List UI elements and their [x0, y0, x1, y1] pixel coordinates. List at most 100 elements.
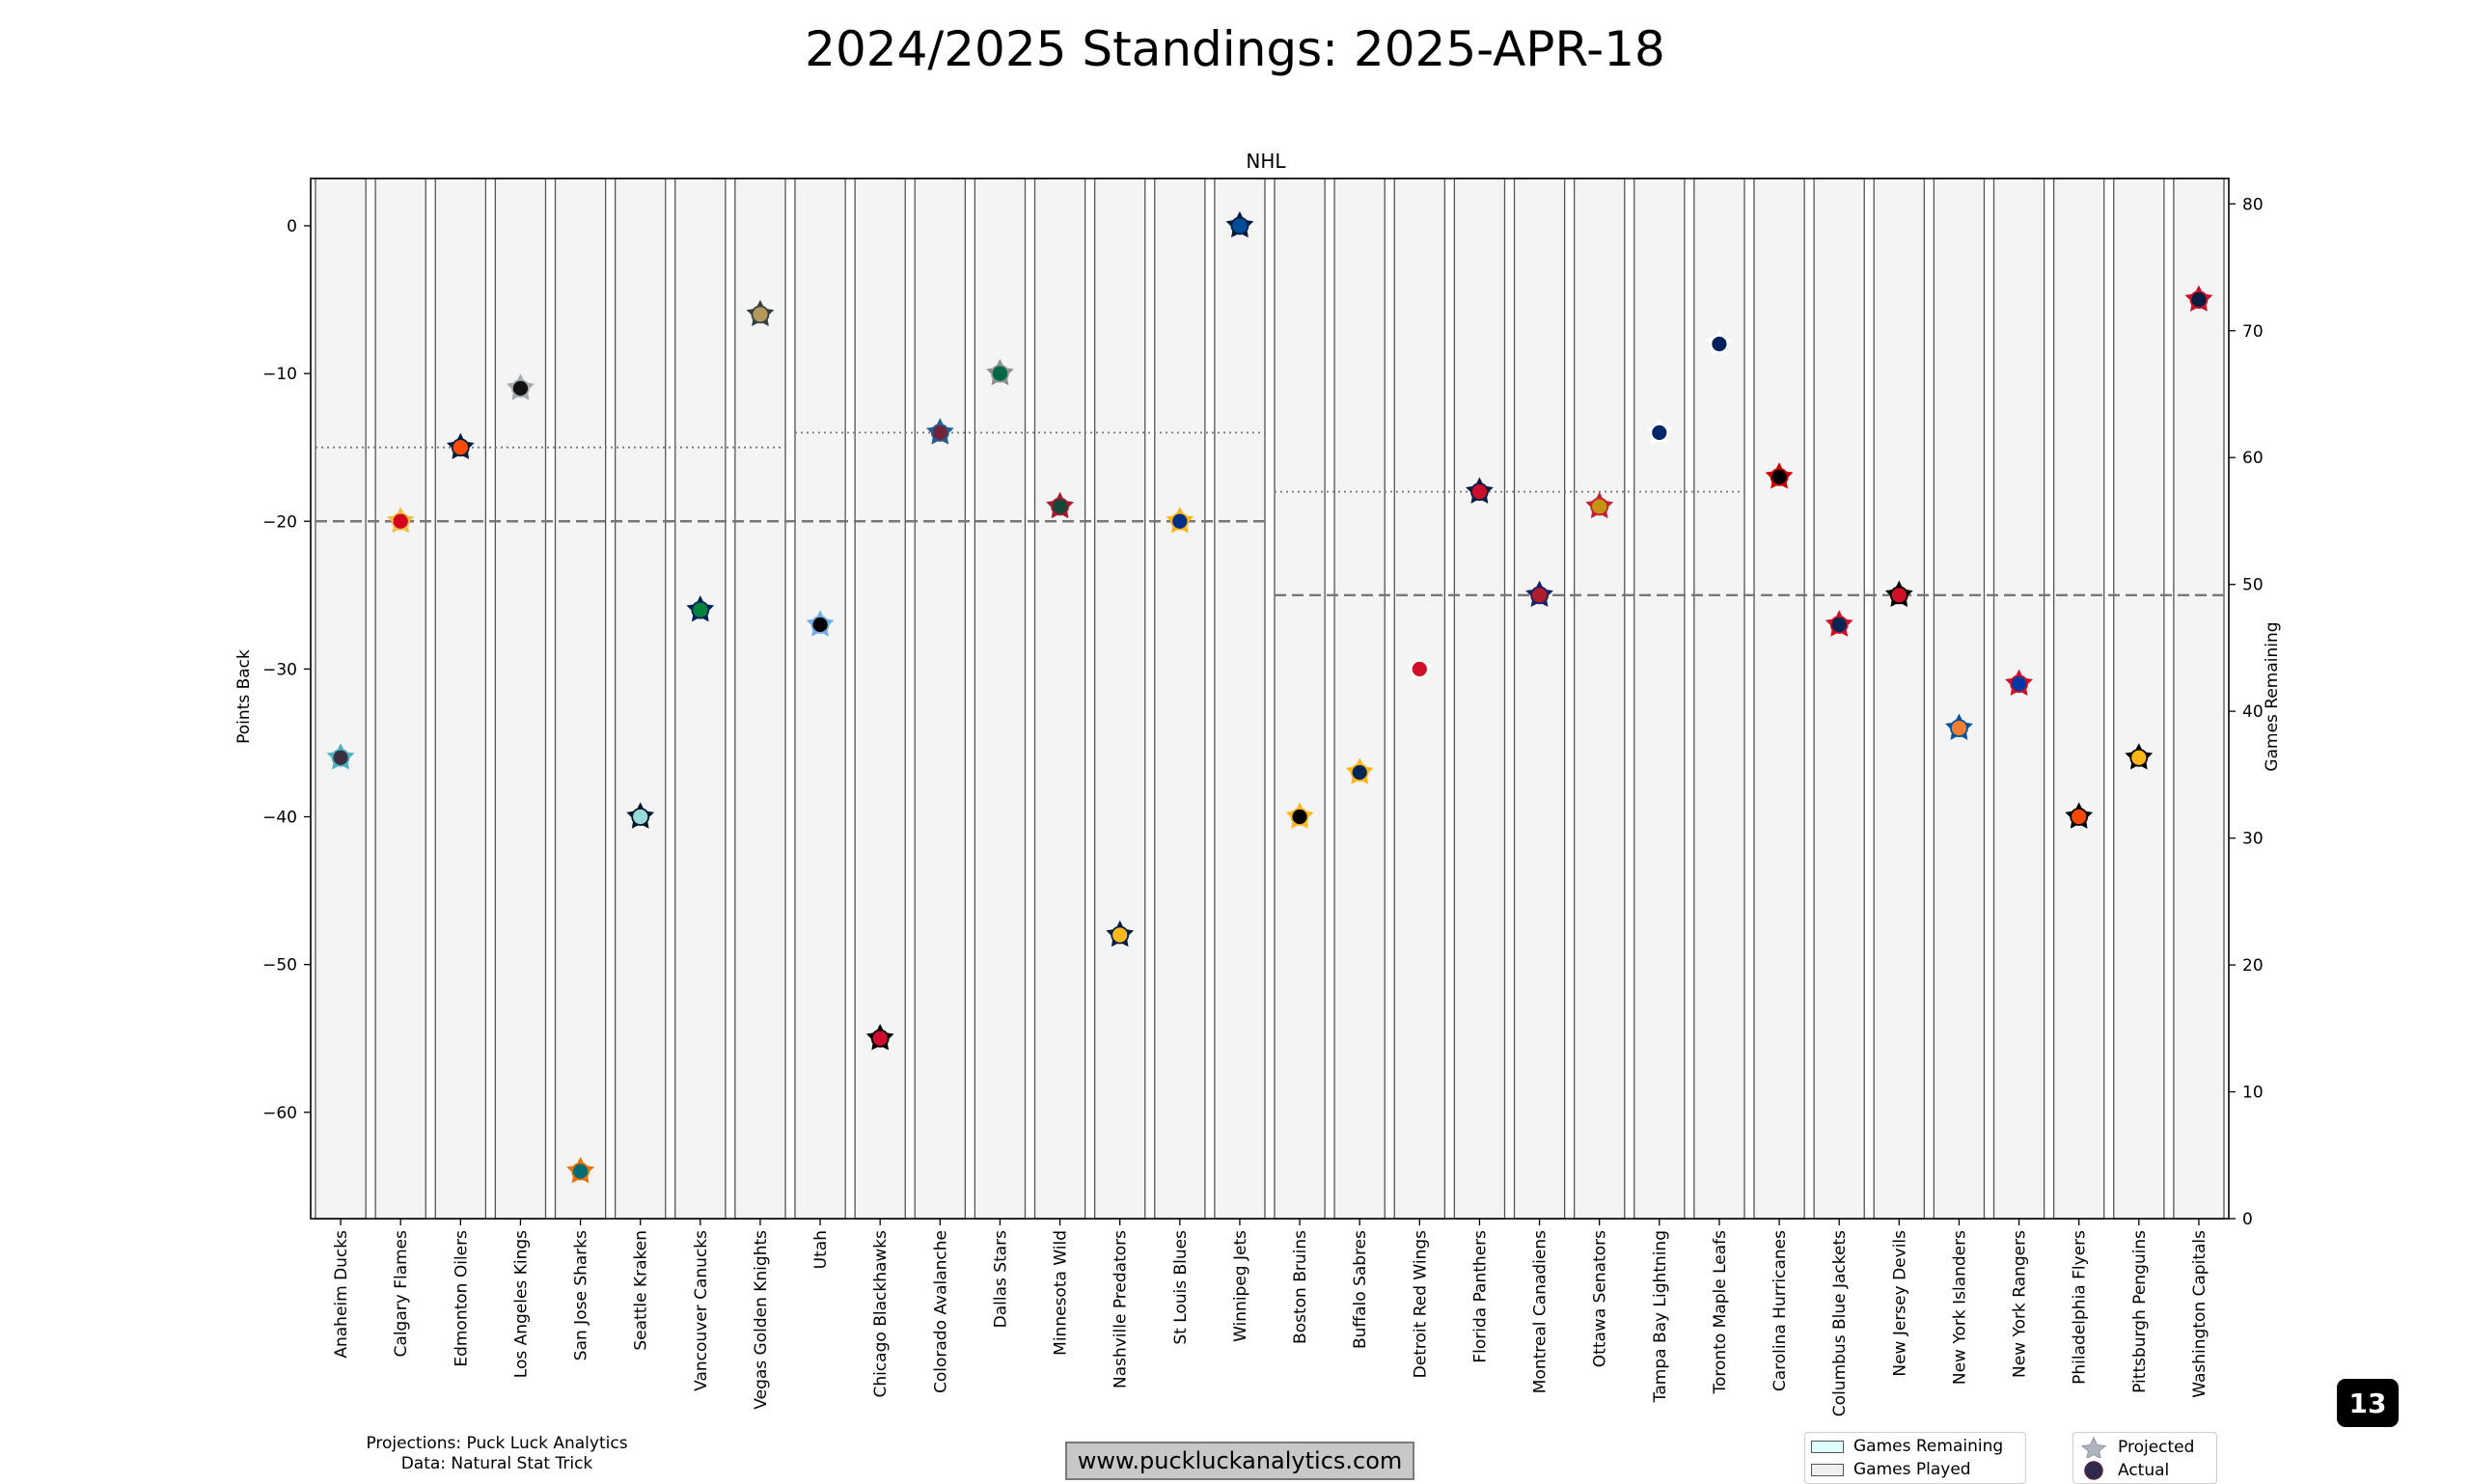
x-tick-label: Vancouver Canucks — [692, 1230, 711, 1391]
actual-marker — [2070, 808, 2089, 826]
x-tick-label: Calgary Flames — [392, 1230, 411, 1358]
x-tick-label: Nashville Predators — [1112, 1230, 1131, 1388]
actual-marker — [1590, 497, 1609, 516]
legend-item-games-played: Games Played — [1811, 1460, 1971, 1479]
page-number-badge: 13 — [2337, 1379, 2399, 1427]
x-tick-label: Los Angeles Kings — [511, 1230, 531, 1378]
y2-tick-label: 80 — [2242, 195, 2264, 214]
x-tick-label: New Jersey Devils — [1890, 1230, 1909, 1377]
games-played-bar — [1633, 178, 1686, 1220]
games-played-bar — [1873, 178, 1926, 1220]
games-played-bar — [1453, 178, 1506, 1220]
y2-tick-label: 60 — [2242, 449, 2264, 468]
y-tick-label: −10 — [262, 365, 297, 384]
x-tick-label: Pittsburgh Penguins — [2130, 1230, 2150, 1393]
games-played-bar — [1154, 178, 1206, 1220]
actual-marker — [1410, 659, 1429, 678]
x-tick-label: Minnesota Wild — [1052, 1230, 1071, 1356]
y2-axis-label: Games Remaining — [2263, 621, 2282, 771]
legend-games: Games Remaining Games Played — [1804, 1432, 2026, 1484]
x-tick-label: Boston Bruins — [1291, 1230, 1310, 1344]
x-tick-label: Utah — [811, 1230, 831, 1269]
x-tick-label: Columbus Blue Jackets — [1830, 1230, 1850, 1416]
legend-markers: Projected Actual — [2072, 1432, 2217, 1484]
y2-tick-label: 70 — [2242, 322, 2264, 342]
y2-tick-label: 20 — [2242, 956, 2264, 976]
y-tick-label: −60 — [262, 1104, 297, 1123]
y-axis-label: Points Back — [234, 649, 254, 744]
x-tick-label: Vegas Golden Knights — [752, 1230, 771, 1410]
x-tick-label: Philadelphia Flyers — [2071, 1230, 2090, 1385]
plot-area: 0 −10 −20 −30 −40 −50 −60 0 10 20 30 40 50 60 70 80 Anah… — [262, 178, 2264, 1416]
legend-label: Games Remaining — [1853, 1437, 2004, 1456]
actual-marker — [1710, 335, 1729, 353]
website-link[interactable]: www.puckluckanalytics.com — [1065, 1442, 1414, 1480]
actual-marker — [391, 511, 410, 531]
actual-marker — [1470, 482, 1489, 502]
x-tick-label: Chicago Blackhawks — [871, 1230, 891, 1398]
x-tick-label: Winnipeg Jets — [1231, 1230, 1250, 1342]
x-tick-label: Florida Panthers — [1470, 1230, 1490, 1363]
actual-marker — [1170, 511, 1190, 531]
games-played-bar — [2113, 178, 2165, 1220]
games-played-bar — [1214, 178, 1266, 1220]
actual-marker — [751, 305, 770, 324]
y-tick-label: −40 — [262, 809, 297, 828]
games-played-bar — [554, 178, 607, 1220]
x-tick-label: Seattle Kraken — [632, 1230, 651, 1351]
games-played-bar — [1813, 178, 1865, 1220]
games-played-bar — [1093, 178, 1146, 1220]
games-played-bar — [2173, 178, 2225, 1220]
y2-tick-label: 40 — [2242, 702, 2264, 722]
x-tick-label: Ottawa Senators — [1591, 1230, 1610, 1367]
actual-marker — [2010, 674, 2028, 694]
actual-marker — [1950, 719, 1968, 738]
games-played-bar — [914, 178, 967, 1220]
y-tick-label: 0 — [287, 217, 297, 236]
x-tick-label: Colorado Avalanche — [931, 1230, 950, 1393]
legend-item-projected: Projected — [2079, 1437, 2194, 1458]
actual-marker — [691, 600, 710, 619]
legend-label: Projected — [2118, 1438, 2195, 1457]
games-played-bar — [434, 178, 487, 1220]
actual-marker — [511, 379, 530, 398]
x-tick-label: Montreal Canadiens — [1531, 1230, 1551, 1393]
actual-marker — [1889, 586, 1908, 605]
games-played-bar — [1274, 178, 1326, 1220]
star-icon — [2080, 1437, 2107, 1458]
actual-marker — [1230, 216, 1249, 235]
actual-marker — [1051, 497, 1069, 516]
x-tick-label: Dallas Stars — [991, 1230, 1010, 1328]
actual-marker — [991, 364, 1009, 383]
chart-title: NHL — [1246, 150, 1286, 173]
x-tick-label: Buffalo Sabres — [1351, 1230, 1370, 1349]
games-played-bar — [1992, 178, 2045, 1220]
x-tick-label: Washington Capitals — [2190, 1230, 2209, 1398]
y2-tick-label: 30 — [2242, 830, 2264, 849]
credit-projections: Projections: Puck Luck Analytics — [366, 1434, 628, 1453]
x-tick-label: Carolina Hurricanes — [1770, 1230, 1790, 1391]
y-tick-label: −30 — [262, 660, 297, 679]
games-played-bar — [1753, 178, 1805, 1220]
actual-marker — [2129, 748, 2149, 767]
actual-marker — [1111, 925, 1130, 945]
x-tick-label: Toronto Maple Leafs — [1711, 1230, 1730, 1395]
legend-label: Actual — [2118, 1461, 2170, 1480]
games-played-bar — [1033, 178, 1086, 1220]
games-played-bar — [734, 178, 786, 1220]
games-played-bar — [674, 178, 727, 1220]
y-tick-label: −20 — [262, 512, 297, 532]
games-played-bar — [1513, 178, 1566, 1220]
games-played-bar — [614, 178, 667, 1220]
circle-icon — [2084, 1461, 2103, 1480]
x-tick-label: New York Rangers — [2011, 1230, 2030, 1378]
credits: Projections: Puck Luck Analytics Data: N… — [338, 1434, 656, 1474]
games-played-swatch — [1811, 1463, 1844, 1476]
x-tick-label: Anaheim Ducks — [332, 1230, 351, 1359]
x-tick-label: New York Islanders — [1950, 1230, 1969, 1385]
actual-marker — [1530, 586, 1549, 605]
actual-marker — [930, 423, 949, 442]
games-played-bar — [494, 178, 547, 1220]
legend-item-games-remaining: Games Remaining — [1811, 1437, 2003, 1456]
